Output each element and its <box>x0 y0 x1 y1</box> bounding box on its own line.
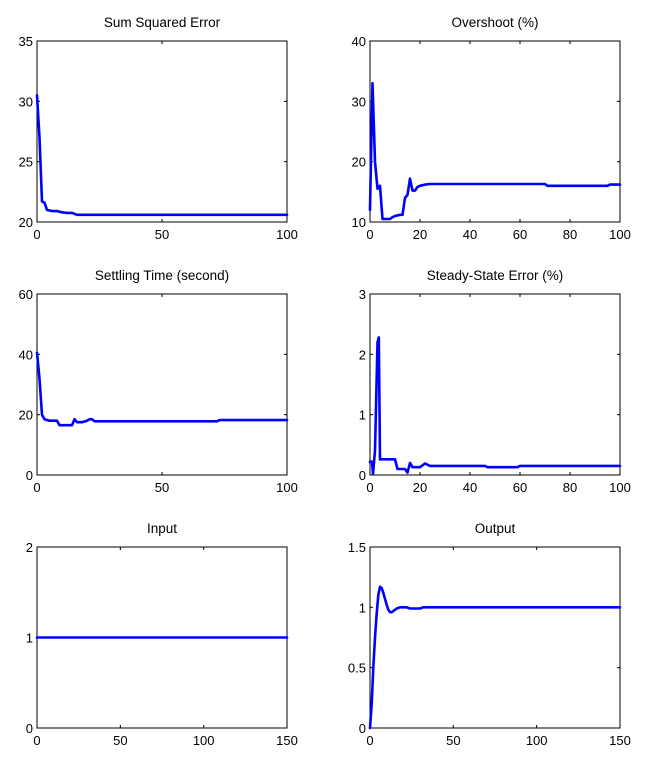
y-tick-label: 3 <box>359 287 366 302</box>
y-tick-label: 1.5 <box>348 540 366 555</box>
y-tick-label: 1 <box>359 408 366 423</box>
x-tick-label: 80 <box>563 227 577 242</box>
chart-panel-2: Overshoot (%) 0 20 40 60 80 100 10 20 30 40 <box>352 15 631 242</box>
chart-panel-6: Output 0 50 100 150 0 0.5 1 1.5 <box>348 521 631 748</box>
y-tick-label: 25 <box>19 155 33 170</box>
chart-title: Overshoot (%) <box>451 15 538 30</box>
y-tick-label: 1 <box>359 600 366 615</box>
axes-box <box>36 40 288 223</box>
series-line <box>35 94 289 217</box>
x-tick-label: 0 <box>33 733 40 748</box>
axes-box <box>369 546 621 729</box>
x-tick-label: 50 <box>155 227 169 242</box>
y-tick-label: 0 <box>359 721 366 736</box>
y-tick-label: 35 <box>19 34 33 49</box>
x-tick-label: 50 <box>446 733 460 748</box>
x-tick-label: 80 <box>563 480 577 495</box>
x-tick-label: 150 <box>276 733 298 748</box>
x-tick-label: 40 <box>463 480 477 495</box>
x-tick-label: 40 <box>463 227 477 242</box>
chart-panel-1: Sum Squared Error 0 50 100 20 25 30 35 <box>19 15 298 242</box>
chart-title: Output <box>475 521 516 536</box>
x-tick-label: 60 <box>513 227 527 242</box>
x-tick-label: 20 <box>413 227 427 242</box>
y-tick-label: 30 <box>352 94 366 109</box>
chart-panel-3: Settling Time (second) 0 50 100 0 20 40 60 <box>19 268 298 495</box>
x-tick-label: 20 <box>413 480 427 495</box>
y-tick-label: 2 <box>359 347 366 362</box>
y-tick-label: 0 <box>26 721 33 736</box>
y-tick-label: 40 <box>352 34 366 49</box>
chart-title: Settling Time (second) <box>95 268 229 283</box>
x-tick-label: 60 <box>513 480 527 495</box>
y-tick-label: 1 <box>26 631 33 646</box>
x-tick-label: 100 <box>609 480 631 495</box>
x-tick-label: 0 <box>366 733 373 748</box>
chart-title: Steady-State Error (%) <box>427 268 564 283</box>
x-tick-label: 150 <box>609 733 631 748</box>
series-line <box>368 585 622 730</box>
series-line <box>35 351 289 427</box>
chart-panel-5: Input 0 50 100 150 0 1 2 <box>26 521 298 748</box>
x-tick-label: 100 <box>276 480 298 495</box>
series-line <box>368 336 622 476</box>
y-tick-label: 20 <box>352 155 366 170</box>
y-tick-label: 30 <box>19 94 33 109</box>
chart-title: Sum Squared Error <box>104 15 221 30</box>
x-tick-label: 50 <box>155 480 169 495</box>
x-tick-label: 0 <box>33 480 40 495</box>
x-tick-label: 0 <box>366 227 373 242</box>
y-tick-label: 40 <box>19 347 33 362</box>
x-tick-label: 50 <box>113 733 127 748</box>
axes-box <box>369 293 621 476</box>
y-tick-label: 20 <box>19 215 33 230</box>
x-tick-label: 100 <box>276 227 298 242</box>
y-tick-label: 0 <box>26 468 33 483</box>
chart-panel-4: Steady-State Error (%) 0 20 40 60 80 100 0 1 2 3 <box>359 268 631 495</box>
x-tick-label: 100 <box>193 733 215 748</box>
y-tick-label: 10 <box>352 215 366 230</box>
y-tick-label: 20 <box>19 408 33 423</box>
chart-title: Input <box>147 521 177 536</box>
y-tick-label: 0.5 <box>348 661 366 676</box>
axes-box <box>36 293 288 476</box>
x-tick-label: 100 <box>609 227 631 242</box>
x-tick-label: 100 <box>526 733 548 748</box>
axes-box <box>369 40 621 223</box>
x-tick-label: 0 <box>366 480 373 495</box>
y-tick-label: 60 <box>19 287 33 302</box>
x-tick-label: 0 <box>33 227 40 242</box>
y-tick-label: 0 <box>359 468 366 483</box>
series-line <box>368 81 622 221</box>
y-tick-label: 2 <box>26 540 33 555</box>
